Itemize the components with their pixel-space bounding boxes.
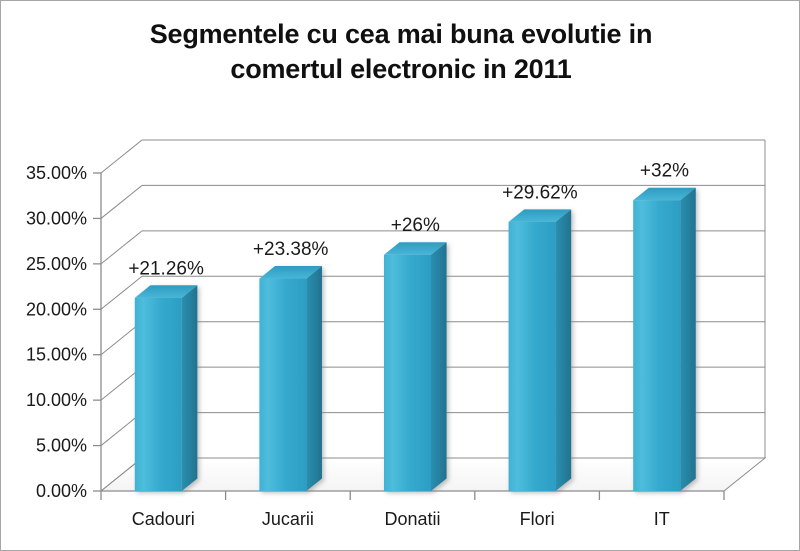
bar-body-2 [384, 242, 447, 491]
y-axis-label-6: 30.00% [26, 208, 87, 228]
x-axis-label-cadouri: Cadouri [132, 509, 195, 529]
bar-group-cadouri[interactable]: +21.26% [128, 258, 204, 491]
gridline-depth-20 [100, 275, 143, 310]
bar-front-face-4 [633, 200, 681, 491]
bar-group-jucarii[interactable]: +23.38% [253, 239, 329, 491]
bar-data-label-1: +23.38% [253, 239, 329, 260]
y-axis-label-0: 0.00% [36, 481, 87, 501]
chart-title: Segmentele cu cea mai buna evolutie in c… [81, 17, 721, 86]
gridline-depth-25 [100, 230, 143, 265]
y-axis-label-7: 35.00% [26, 163, 87, 183]
bar-front-face-1 [259, 278, 307, 491]
bar-body-4 [633, 187, 696, 491]
plot-geometry: 0.00% 5.00% 10.00% 15.00% 20.00% 25.00% 30.00%… [26, 139, 767, 529]
bar-body-1 [259, 266, 322, 491]
gridline-depth-30 [100, 185, 143, 219]
gridline-depth-35 [100, 139, 143, 174]
bar-data-label-2: +26% [391, 215, 440, 236]
bar-side-face-1 [306, 266, 322, 491]
bar-front-face-3 [508, 221, 556, 491]
y-axis-label-5: 25.00% [26, 254, 87, 274]
chart-title-line-1: Segmentele cu cea mai buna evolutie in [149, 19, 653, 49]
bar-side-face-2 [431, 242, 447, 491]
x-axis-label-flori: Flori [520, 509, 555, 529]
bar-body-0 [134, 285, 198, 491]
bar-top-face-3 [508, 209, 572, 222]
bar-top-face-1 [259, 266, 322, 279]
bar-side-face-4 [680, 187, 696, 491]
bar-top-face-0 [134, 285, 198, 298]
x-axis-label-it: IT [654, 509, 670, 529]
bar-top-face-4 [633, 187, 696, 201]
bar-group-it[interactable]: +32% [633, 161, 696, 491]
bar-side-face-3 [555, 209, 572, 492]
bar-body-3 [508, 209, 572, 492]
bar-data-label-0: +21.26% [128, 258, 204, 279]
x-axis-label-donatii: Donatii [384, 509, 440, 529]
bar-group-donatii[interactable]: +26% [384, 215, 447, 491]
y-axis-label-1: 5.00% [36, 436, 87, 456]
bar-side-face-0 [181, 285, 198, 491]
bar-top-face-2 [384, 242, 447, 255]
y-axis-label-3: 15.00% [26, 345, 87, 365]
y-axis-label-2: 10.00% [26, 390, 87, 410]
bar-front-face-0 [134, 297, 182, 491]
chart-title-line-2: comertul electronic in 2011 [230, 53, 572, 84]
x-axis-label-jucarii: Jucarii [262, 509, 314, 529]
bar-front-face-2 [384, 254, 431, 491]
bar-data-label-3: +29.62% [502, 182, 578, 203]
bar-data-label-4: +32% [640, 161, 689, 182]
bar-group-flori[interactable]: +29.62% [502, 182, 578, 492]
y-axis-label-4: 20.00% [26, 299, 87, 319]
